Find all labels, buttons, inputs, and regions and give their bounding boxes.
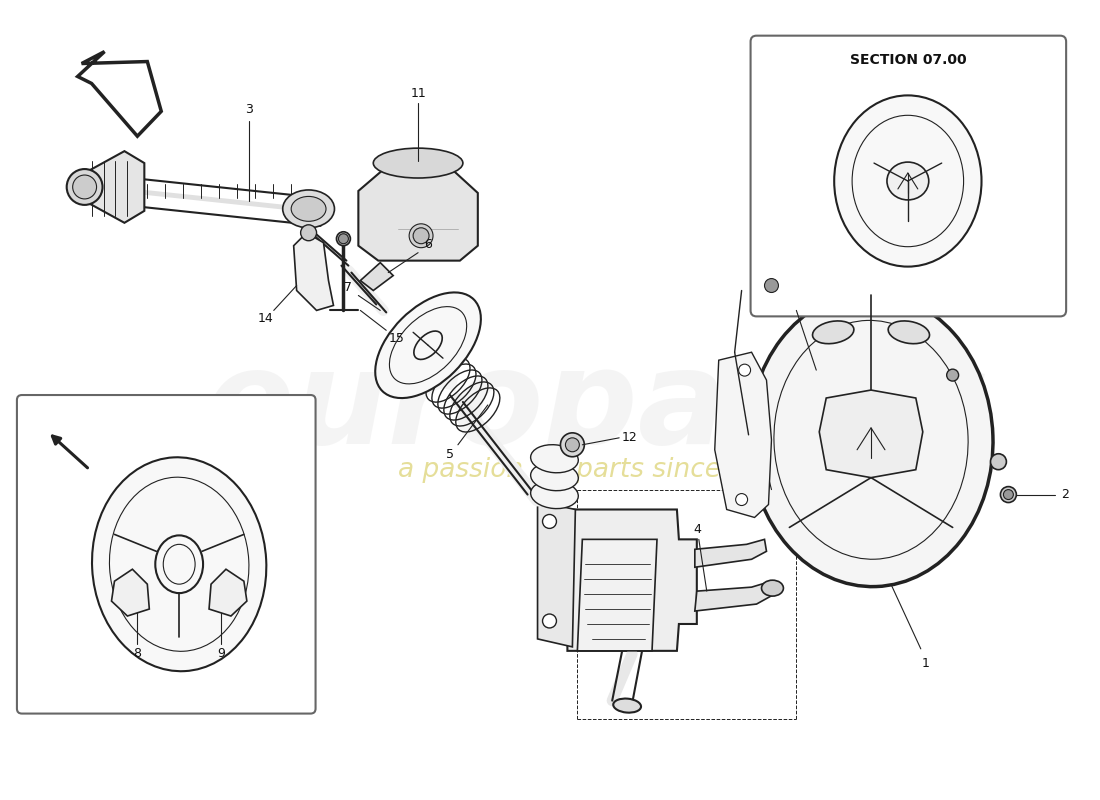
Polygon shape <box>578 539 657 651</box>
Ellipse shape <box>292 197 326 222</box>
Circle shape <box>300 225 317 241</box>
Text: 4: 4 <box>693 523 701 536</box>
Text: a passion for parts since 1985: a passion for parts since 1985 <box>398 457 796 482</box>
Polygon shape <box>111 570 150 616</box>
Ellipse shape <box>530 462 579 490</box>
Text: SECTION 07.00: SECTION 07.00 <box>849 53 966 66</box>
Text: 9: 9 <box>217 647 224 660</box>
Polygon shape <box>294 233 333 310</box>
Text: 14: 14 <box>257 312 274 325</box>
Ellipse shape <box>834 95 981 266</box>
Text: 7: 7 <box>344 281 352 294</box>
Circle shape <box>339 234 349 244</box>
Polygon shape <box>78 51 162 136</box>
Ellipse shape <box>92 458 266 671</box>
Ellipse shape <box>530 481 579 509</box>
Ellipse shape <box>887 162 928 200</box>
Circle shape <box>1000 486 1016 502</box>
Text: 1: 1 <box>922 658 930 670</box>
Text: 6: 6 <box>425 238 432 251</box>
Polygon shape <box>715 352 771 518</box>
Circle shape <box>736 494 748 506</box>
Ellipse shape <box>373 148 463 178</box>
Circle shape <box>67 169 102 205</box>
Circle shape <box>337 232 351 246</box>
Circle shape <box>542 614 557 628</box>
Ellipse shape <box>613 698 641 713</box>
Circle shape <box>738 364 750 376</box>
Polygon shape <box>359 161 477 261</box>
Ellipse shape <box>834 406 909 474</box>
Polygon shape <box>361 262 393 290</box>
Polygon shape <box>724 380 796 502</box>
Text: 8: 8 <box>133 647 142 660</box>
Circle shape <box>565 438 580 452</box>
Circle shape <box>1003 490 1013 499</box>
Ellipse shape <box>749 293 993 586</box>
Polygon shape <box>695 581 774 611</box>
Text: europages: europages <box>205 346 990 474</box>
Circle shape <box>542 514 557 529</box>
Text: 5: 5 <box>446 448 454 462</box>
Circle shape <box>560 433 584 457</box>
Circle shape <box>73 175 97 199</box>
FancyBboxPatch shape <box>16 395 316 714</box>
Polygon shape <box>820 390 923 478</box>
Ellipse shape <box>283 190 334 228</box>
Ellipse shape <box>888 321 930 344</box>
Ellipse shape <box>375 293 481 398</box>
Text: 11: 11 <box>410 87 426 100</box>
Polygon shape <box>695 539 767 567</box>
Ellipse shape <box>813 321 854 344</box>
Text: 15: 15 <box>388 332 404 345</box>
Polygon shape <box>538 502 575 647</box>
Circle shape <box>947 369 958 381</box>
FancyBboxPatch shape <box>750 36 1066 316</box>
Text: 2: 2 <box>1062 488 1069 501</box>
Text: 3: 3 <box>245 103 253 116</box>
Circle shape <box>990 454 1006 470</box>
Ellipse shape <box>761 580 783 596</box>
Ellipse shape <box>530 445 579 473</box>
Polygon shape <box>209 570 246 616</box>
Circle shape <box>414 228 429 244</box>
Polygon shape <box>568 510 696 651</box>
Text: 12: 12 <box>621 431 637 444</box>
Circle shape <box>764 278 779 293</box>
Circle shape <box>409 224 433 248</box>
Polygon shape <box>85 151 144 223</box>
